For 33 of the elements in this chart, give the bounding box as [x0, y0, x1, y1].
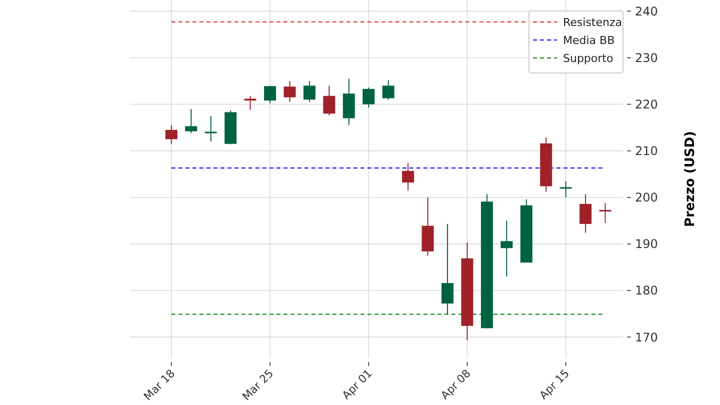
y-tick-label: 230 — [635, 50, 658, 65]
x-tick-label: Apr 01 — [340, 366, 375, 402]
y-tick-label: 240 — [635, 4, 658, 18]
x-tick-label: Mar 25 — [240, 366, 276, 404]
candlestick — [303, 80, 316, 102]
x-tick-label: Apr 15 — [536, 366, 572, 402]
candlestick — [165, 124, 178, 144]
legend-label: Supporto — [563, 52, 614, 65]
candlestick — [284, 80, 296, 102]
legend-label: Media BB — [563, 34, 615, 47]
y-tick-label: 190 — [635, 237, 658, 252]
candlestick — [264, 85, 276, 104]
y-tick-label: 210 — [635, 144, 658, 158]
candlestick — [441, 223, 454, 315]
y-tick-label: 170 — [635, 330, 658, 344]
candlestick — [560, 180, 572, 198]
candlestick — [185, 108, 198, 134]
candlestick — [204, 115, 217, 142]
candlestick — [599, 202, 612, 224]
candlestick — [244, 95, 256, 110]
y-axis-title: Prezzo (USD) — [683, 131, 698, 227]
y-tick-label: 200 — [635, 190, 658, 205]
candlestick — [500, 220, 513, 278]
candlestick — [580, 194, 592, 234]
x-tick-label: Mar 18 — [141, 366, 178, 404]
candlestick — [402, 162, 414, 191]
candlestick — [323, 85, 336, 116]
y-tick-label: 220 — [635, 97, 658, 112]
ref-line-label: Resistenza — [563, 16, 622, 29]
y-tick-label: 180 — [635, 284, 658, 298]
candlestick — [382, 80, 394, 100]
candlestick — [362, 87, 375, 108]
x-tick-label: Apr 08 — [438, 366, 474, 402]
